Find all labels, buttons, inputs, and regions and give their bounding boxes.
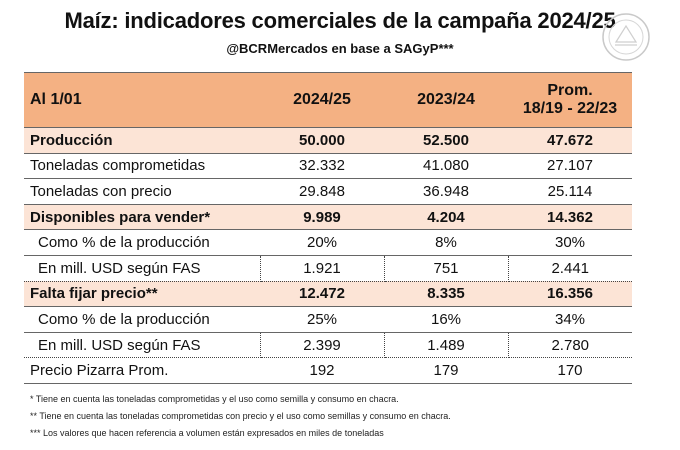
table-row: Como % de la producción 20% 8% 30%: [24, 229, 632, 256]
table-row: Precio Pizarra Prom. 192 179 170: [24, 357, 632, 384]
table-row: Como % de la producción 25% 16% 34%: [24, 306, 632, 333]
footnote: ** Tiene en cuenta las toneladas comprom…: [30, 411, 451, 421]
cell-value: 12.472: [260, 281, 384, 308]
cell-value: 179: [384, 357, 508, 384]
cell-value: 52.500: [384, 127, 508, 154]
footnotes: * Tiene en cuenta las toneladas comprome…: [30, 391, 451, 442]
header-average: Prom. 18/19 - 22/23: [508, 72, 632, 128]
row-label: Disponibles para vender*: [24, 204, 260, 231]
table-row: En mill. USD según FAS 1.921 751 2.441: [24, 255, 632, 282]
table-header-row: Al 1/01 2024/25 2023/24 Prom. 18/19 - 22…: [24, 72, 632, 128]
cell-value: 16.356: [508, 281, 632, 308]
seal-logo-icon: [602, 13, 650, 61]
cell-value: 25.114: [508, 178, 632, 205]
cell-value: 751: [384, 255, 509, 282]
table-row: Toneladas comprometidas 32.332 41.080 27…: [24, 153, 632, 180]
footnote: * Tiene en cuenta las toneladas comprome…: [30, 394, 399, 404]
indicators-table: Al 1/01 2024/25 2023/24 Prom. 18/19 - 22…: [24, 72, 632, 384]
header-2024-25: 2024/25: [260, 72, 384, 128]
row-label: En mill. USD según FAS: [24, 332, 261, 359]
cell-value: 8.335: [384, 281, 508, 308]
cell-value: 41.080: [384, 153, 508, 180]
cell-value: 9.989: [260, 204, 384, 231]
cell-value: 1.921: [260, 255, 385, 282]
page-subtitle: @BCRMercados en base a SAGyP***: [226, 41, 454, 56]
cell-value: 1.489: [384, 332, 509, 359]
header-date: Al 1/01: [24, 72, 260, 128]
cell-value: 27.107: [508, 153, 632, 180]
page-title: Maíz: indicadores comerciales de la camp…: [64, 8, 616, 33]
table-row: En mill. USD según FAS 2.399 1.489 2.780: [24, 332, 632, 359]
table-row: Toneladas con precio 29.848 36.948 25.11…: [24, 178, 632, 205]
cell-value: 32.332: [260, 153, 384, 180]
cell-value: 192: [260, 357, 384, 384]
table-row: Falta fijar precio** 12.472 8.335 16.356: [24, 281, 632, 308]
row-label: En mill. USD según FAS: [24, 255, 261, 282]
cell-value: 4.204: [384, 204, 508, 231]
header-2023-24: 2023/24: [384, 72, 508, 128]
table-row: Producción 50.000 52.500 47.672: [24, 127, 632, 154]
header-average-line2: 18/19 - 22/23: [522, 100, 618, 117]
cell-value: 25%: [260, 306, 384, 333]
row-label: Falta fijar precio**: [24, 281, 260, 308]
cell-value: 34%: [508, 306, 632, 333]
cell-value: 170: [508, 357, 632, 384]
cell-value: 30%: [508, 229, 632, 256]
cell-value: 29.848: [260, 178, 384, 205]
cell-value: 47.672: [508, 127, 632, 154]
table-row: Disponibles para vender* 9.989 4.204 14.…: [24, 204, 632, 231]
row-label: Como % de la producción: [24, 306, 260, 333]
cell-value: 2.441: [508, 255, 632, 282]
cell-value: 14.362: [508, 204, 632, 231]
row-label: Toneladas comprometidas: [24, 153, 260, 180]
cell-value: 8%: [384, 229, 508, 256]
cell-value: 2.780: [508, 332, 632, 359]
row-label: Precio Pizarra Prom.: [24, 357, 260, 384]
cell-value: 16%: [384, 306, 508, 333]
footnote: *** Los valores que hacen referencia a v…: [30, 428, 384, 438]
cell-value: 2.399: [260, 332, 385, 359]
header-average-line1: Prom.: [547, 82, 593, 99]
row-label: Como % de la producción: [24, 229, 260, 256]
cell-value: 20%: [260, 229, 384, 256]
row-label: Producción: [24, 127, 260, 154]
cell-value: 50.000: [260, 127, 384, 154]
cell-value: 36.948: [384, 178, 508, 205]
row-label: Toneladas con precio: [24, 178, 260, 205]
